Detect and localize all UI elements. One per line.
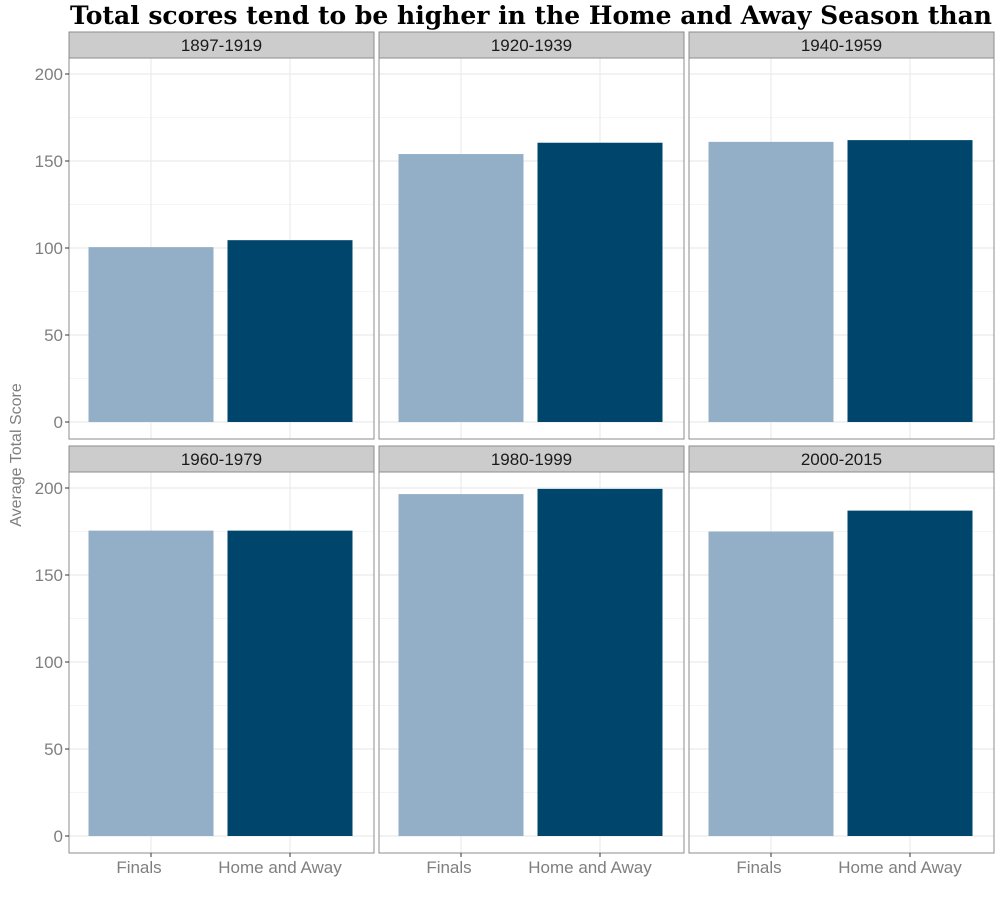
facet-panel: 1940-1959: [688, 31, 995, 440]
facet-strip: [378, 445, 685, 473]
bar-home-and-away: [227, 240, 353, 422]
bar-home-and-away: [537, 488, 663, 836]
y-tick-label: 150: [35, 566, 63, 585]
facet-strip: [688, 445, 995, 473]
facet-strip-label: 2000-2015: [801, 450, 882, 469]
facet-strip: [688, 31, 995, 59]
y-tick-label: 200: [35, 479, 63, 498]
x-tick-label: Home and Away: [218, 858, 342, 877]
facet-panel: 1960-1979 0 50 100 150 200 Finals Home and Away: [35, 445, 375, 877]
facet-strip: [68, 445, 375, 473]
facet-panels: 1897-1919 0 50 100 150 200 1920-1939 1940-1959 1…: [35, 31, 995, 877]
bar-home-and-away: [847, 140, 973, 422]
bar-home-and-away: [847, 510, 973, 836]
y-tick-label: 0: [54, 827, 63, 846]
facet-strip-label: 1897-1919: [181, 36, 262, 55]
x-tick-label: Home and Away: [528, 858, 652, 877]
y-tick-label: 150: [35, 152, 63, 171]
y-tick-label: 100: [35, 653, 63, 672]
facet-strip-label: 1980-1999: [491, 450, 572, 469]
bar-home-and-away: [537, 142, 663, 423]
facet-strip: [378, 31, 685, 59]
x-tick-label: Finals: [116, 858, 161, 877]
y-tick-label: 100: [35, 239, 63, 258]
bar-finals: [708, 141, 834, 423]
x-tick-label: Finals: [426, 858, 471, 877]
facet-strip-label: 1940-1959: [801, 36, 882, 55]
y-axis-label: Average Total Score: [8, 383, 25, 527]
y-tick-label: 0: [54, 413, 63, 432]
bar-finals: [708, 531, 834, 836]
bar-finals: [88, 247, 214, 422]
facet-strip: [68, 31, 375, 59]
chart-title: Total scores tend to be higher in the Ho…: [70, 1, 1000, 30]
facet-panel: 1897-1919 0 50 100 150 200: [35, 31, 375, 440]
facet-panel: 1920-1939: [378, 31, 685, 440]
facet-panel: 2000-2015 Finals Home and Away: [688, 445, 995, 877]
facet-panel: 1980-1999 Finals Home and Away: [378, 445, 685, 877]
bar-finals: [398, 494, 524, 836]
bar-finals: [398, 154, 524, 423]
bar-finals: [88, 530, 214, 836]
y-tick-label: 200: [35, 65, 63, 84]
y-tick-label: 50: [44, 326, 63, 345]
facet-strip-label: 1960-1979: [181, 450, 262, 469]
facet-strip-label: 1920-1939: [491, 36, 572, 55]
bar-home-and-away: [227, 530, 353, 836]
x-tick-label: Home and Away: [838, 858, 962, 877]
y-tick-label: 50: [44, 740, 63, 759]
x-tick-label: Finals: [736, 858, 781, 877]
